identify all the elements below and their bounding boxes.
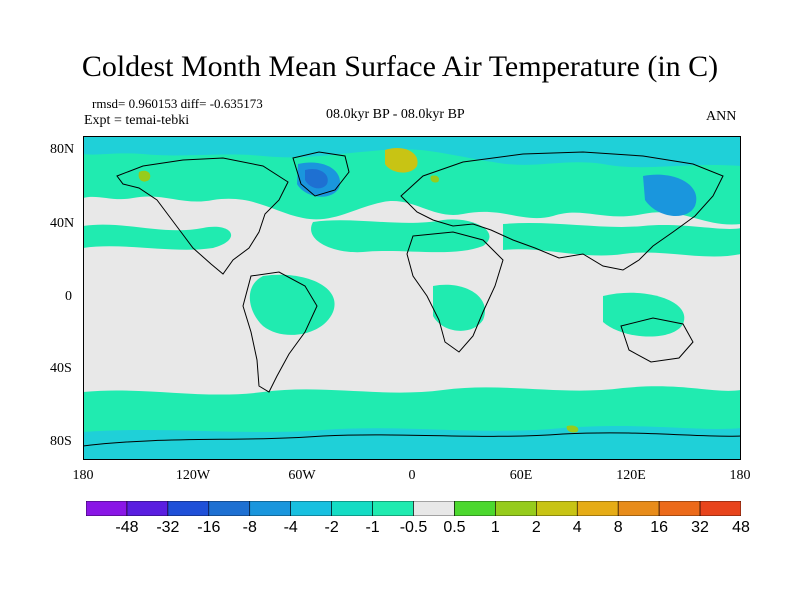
colorbar-label: -16 <box>197 519 221 536</box>
colorbar-label: -32 <box>156 519 180 536</box>
lon-label-120w: 120W <box>175 468 211 483</box>
colorbar <box>86 501 741 516</box>
coast-eurasia <box>400 151 724 271</box>
coast-antarctica <box>83 432 741 447</box>
colorbar-label: -4 <box>283 519 298 536</box>
colorbar-label: 4 <box>572 519 582 536</box>
colorbar-swatch <box>658 501 701 516</box>
npac-teal <box>83 224 232 250</box>
svalbard-yellow <box>385 147 418 173</box>
natl-teal <box>311 219 490 253</box>
africa-teal <box>433 284 485 331</box>
temperature-map <box>83 136 741 460</box>
anomaly-fields <box>83 136 741 460</box>
greenland-core <box>305 168 328 189</box>
colorbar-swatch <box>617 501 660 516</box>
colorbar-swatch <box>86 501 128 516</box>
colorbar-swatch <box>699 501 741 516</box>
coast-north-america <box>116 157 289 275</box>
colorbar-swatch <box>208 501 251 516</box>
colorbar-swatch <box>372 501 414 516</box>
stats-text: rmsd= 0.960153 diff= -0.635173 <box>92 96 263 111</box>
lon-label-60w: 60W <box>288 468 316 483</box>
lat-label-80n: 80N <box>50 142 75 157</box>
coast-australia <box>620 317 694 363</box>
coastlines <box>83 151 741 447</box>
antarctic-green <box>566 425 579 433</box>
scand-green <box>430 175 440 183</box>
experiment-label: Expt = temai-tebki <box>84 113 190 128</box>
colorbar-swatch <box>576 501 619 516</box>
colorbar-label: -48 <box>115 519 139 536</box>
lat-label-40n: 40N <box>50 216 75 231</box>
colorbar-label: 0.5 <box>443 519 466 536</box>
lat-label-40s: 40S <box>50 361 72 376</box>
lon-label-0: 0 <box>408 468 416 483</box>
alaska-green <box>138 170 151 182</box>
lat-label-0: 0 <box>65 289 72 304</box>
colorbar-label: 32 <box>691 519 709 536</box>
colorbar-swatch <box>167 501 210 516</box>
lat-label-80s: 80S <box>50 434 72 449</box>
period-label: 08.0kyr BP - 08.0kyr BP <box>326 107 465 122</box>
map-frame <box>83 136 741 460</box>
season-label: ANN <box>706 109 737 124</box>
lon-label-180e: 180 <box>729 468 751 483</box>
coast-greenland <box>292 151 350 197</box>
coast-africa <box>406 231 504 353</box>
colorbar-label: -0.5 <box>399 519 428 536</box>
lon-label-60e: 60E <box>509 468 533 483</box>
lon-label-180w: 180 <box>72 468 94 483</box>
colorbar-swatch <box>290 501 332 516</box>
colorbar-label: 8 <box>613 519 623 536</box>
samerica-teal <box>249 274 335 335</box>
siberia-blue <box>643 174 697 217</box>
colorbar-label: 16 <box>650 519 669 536</box>
asia-teal <box>503 223 741 257</box>
colorbar-label: 2 <box>531 519 541 536</box>
colorbar-swatch <box>331 501 373 516</box>
colorbar-swatch <box>495 501 537 516</box>
map-title: Coldest Month Mean Surface Air Temperatu… <box>81 50 719 83</box>
lon-label-120e: 120E <box>616 468 646 483</box>
colorbar-swatch <box>126 501 169 516</box>
antarctic-cyan <box>83 426 741 460</box>
coast-south-america <box>242 271 318 393</box>
colorbar-label: 48 <box>732 519 750 536</box>
colorbar-swatch <box>413 501 455 516</box>
colorbar-label: -8 <box>242 519 257 536</box>
colorbar-swatch <box>536 501 578 516</box>
colorbar-label: 1 <box>490 519 500 536</box>
colorbar-label: -2 <box>324 519 339 536</box>
colorbar-swatch <box>454 501 496 516</box>
colorbar-label: -1 <box>365 519 380 536</box>
colorbar-swatch <box>249 501 291 516</box>
arctic-cyan <box>83 136 741 168</box>
